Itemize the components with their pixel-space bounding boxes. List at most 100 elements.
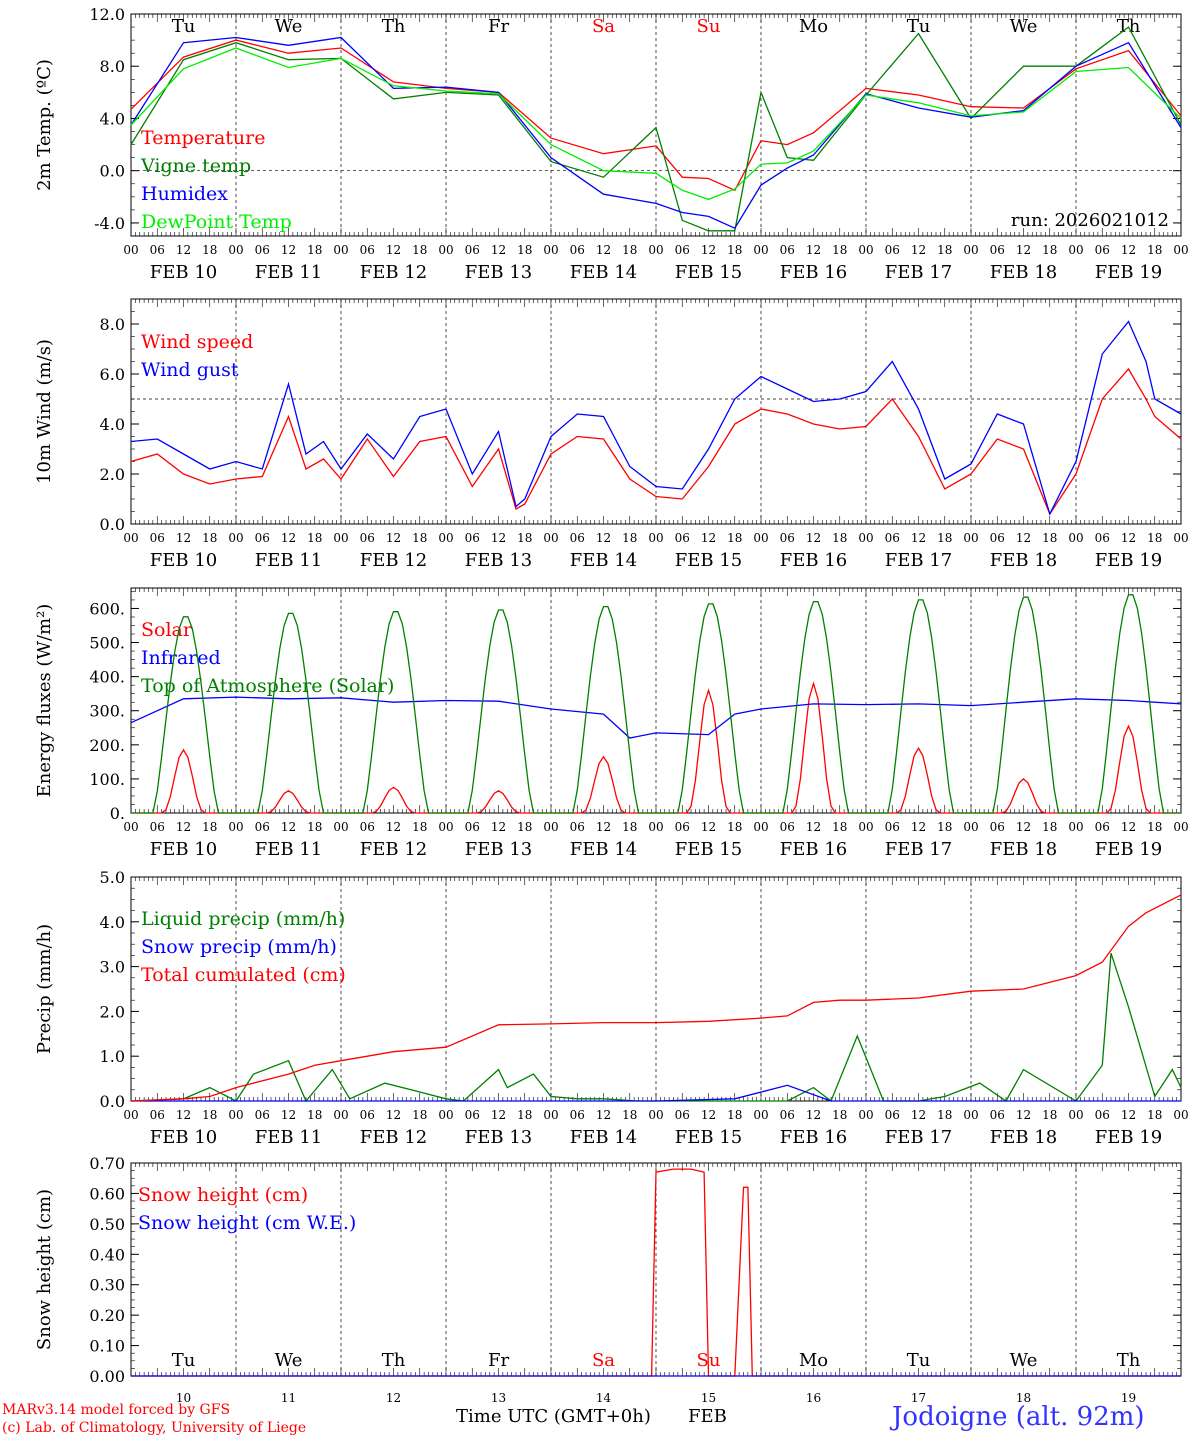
hour-tick-label: 18	[937, 531, 952, 545]
series-line-top-of-atmosphere-solar-	[131, 594, 1181, 814]
hour-tick-label: 12	[911, 820, 926, 834]
date-label: FEB 17	[885, 550, 952, 571]
y-axis-label: Energy fluxes (W/m²)	[34, 604, 55, 798]
hour-tick-label: 12	[806, 1108, 821, 1122]
hour-tick-label: 00	[333, 531, 348, 545]
day-number-label: 17	[911, 1391, 926, 1405]
hour-tick-label: 06	[1095, 531, 1110, 545]
day-of-week-label: We	[275, 1350, 303, 1371]
hour-tick-label: 12	[911, 243, 926, 257]
hour-tick-label: 06	[675, 1108, 690, 1122]
hour-tick-label: 00	[1173, 243, 1188, 257]
lab-credit: (c) Lab. of Climatology, University of L…	[2, 1420, 307, 1436]
hour-tick-label: 12	[701, 243, 716, 257]
y-tick-label: 4.0	[100, 415, 125, 434]
y-tick-label: 600.	[89, 599, 125, 618]
y-tick-label: 8.0	[100, 57, 125, 76]
hour-tick-label: 18	[727, 243, 742, 257]
legend-entry: Vigne temp	[140, 155, 251, 177]
day-of-week-label: We	[1010, 1350, 1038, 1371]
date-label: FEB 10	[150, 550, 217, 571]
hour-tick-label: 06	[675, 531, 690, 545]
date-label: FEB 10	[150, 262, 217, 283]
day-of-week-label: Th	[382, 16, 406, 37]
hour-tick-label: 18	[937, 820, 952, 834]
hour-tick-label: 00	[438, 820, 453, 834]
hour-tick-label: 18	[1042, 1108, 1057, 1122]
hour-tick-label: 12	[386, 531, 401, 545]
hour-tick-label: 12	[281, 243, 296, 257]
legend-entry: Top of Atmosphere (Solar)	[141, 675, 394, 697]
hour-tick-label: 18	[307, 531, 322, 545]
day-of-week-label: Th	[382, 1350, 406, 1371]
hour-tick-label: 18	[727, 531, 742, 545]
hour-tick-label: 12	[701, 1108, 716, 1122]
hour-tick-label: 06	[1095, 1108, 1110, 1122]
hour-tick-label: 12	[491, 531, 506, 545]
hour-tick-label: 00	[1173, 820, 1188, 834]
hour-tick-label: 06	[780, 1108, 795, 1122]
hour-tick-label: 18	[1147, 243, 1162, 257]
hour-tick-label: 12	[281, 531, 296, 545]
hour-tick-label: 18	[937, 1108, 952, 1122]
hour-tick-label: 00	[228, 243, 243, 257]
date-label: FEB 19	[1095, 1127, 1162, 1148]
hour-tick-label: 18	[412, 820, 427, 834]
hour-tick-label: 06	[465, 820, 480, 834]
hour-tick-label: 18	[307, 243, 322, 257]
time-axis-label: Time UTC (GMT+0h)	[456, 1406, 651, 1427]
hour-tick-label: 00	[228, 1108, 243, 1122]
panel-energy: 0. 100. 200. 300. 400. 500. 600. Energy fluxes …	[34, 587, 1189, 860]
hour-tick-label: 06	[990, 1108, 1005, 1122]
hour-tick-label: 06	[150, 243, 165, 257]
y-tick-label: 200.	[89, 736, 125, 755]
hour-tick-label: 06	[465, 531, 480, 545]
date-label: FEB 13	[465, 262, 532, 283]
day-of-week-label: Fr	[488, 16, 509, 37]
day-number-label: 18	[1016, 1391, 1031, 1405]
hour-tick-label: 18	[937, 243, 952, 257]
y-tick-label: 0.50	[89, 1215, 125, 1234]
date-label: FEB 13	[465, 839, 532, 860]
day-of-week-label: Tu	[907, 1350, 931, 1371]
date-label: FEB 17	[885, 1127, 952, 1148]
hour-tick-label: 12	[806, 531, 821, 545]
hour-tick-label: 12	[1121, 531, 1136, 545]
day-number-label: 10	[176, 1391, 191, 1405]
hour-tick-label: 00	[228, 820, 243, 834]
hour-tick-label: 06	[255, 531, 270, 545]
y-tick-label: 0.70	[89, 1154, 125, 1173]
legend-entry: Snow height (cm)	[138, 1184, 308, 1206]
hour-tick-label: 06	[885, 1108, 900, 1122]
day-of-week-label: We	[275, 16, 303, 37]
hour-tick-label: 00	[123, 243, 138, 257]
date-label: FEB 19	[1095, 839, 1162, 860]
hour-tick-label: 12	[176, 1108, 191, 1122]
y-tick-label: 0.0	[100, 162, 125, 181]
hour-tick-label: 12	[1121, 243, 1136, 257]
hour-tick-label: 00	[543, 1108, 558, 1122]
hour-tick-label: 18	[202, 531, 217, 545]
hour-tick-label: 06	[780, 820, 795, 834]
hour-tick-label: 06	[150, 820, 165, 834]
hour-tick-label: 18	[1147, 531, 1162, 545]
hour-tick-label: 18	[1042, 243, 1057, 257]
legend-entry: Temperature	[141, 127, 265, 149]
hour-tick-label: 00	[963, 243, 978, 257]
hour-tick-label: 06	[255, 820, 270, 834]
y-axis-label: Snow height (cm)	[34, 1189, 55, 1350]
hour-tick-label: 00	[438, 1108, 453, 1122]
hour-tick-label: 00	[123, 531, 138, 545]
legend-entry: Solar	[141, 619, 193, 641]
date-label: FEB 15	[675, 839, 742, 860]
day-of-week-label: Sa	[592, 16, 615, 37]
hour-tick-label: 06	[360, 531, 375, 545]
panel-temp: -4.0 0.0 4.0 8.0 12.0 2m Temp. (ºC) 00 06 12 18 00…	[34, 5, 1189, 283]
day-of-week-label: Mo	[799, 16, 828, 37]
hour-tick-label: 18	[202, 243, 217, 257]
day-number-label: 12	[386, 1391, 401, 1405]
hour-tick-label: 00	[1068, 1108, 1083, 1122]
series-line-wind-speed	[130, 367, 1182, 516]
y-tick-label: 0.0	[100, 515, 125, 534]
hour-tick-label: 06	[990, 820, 1005, 834]
